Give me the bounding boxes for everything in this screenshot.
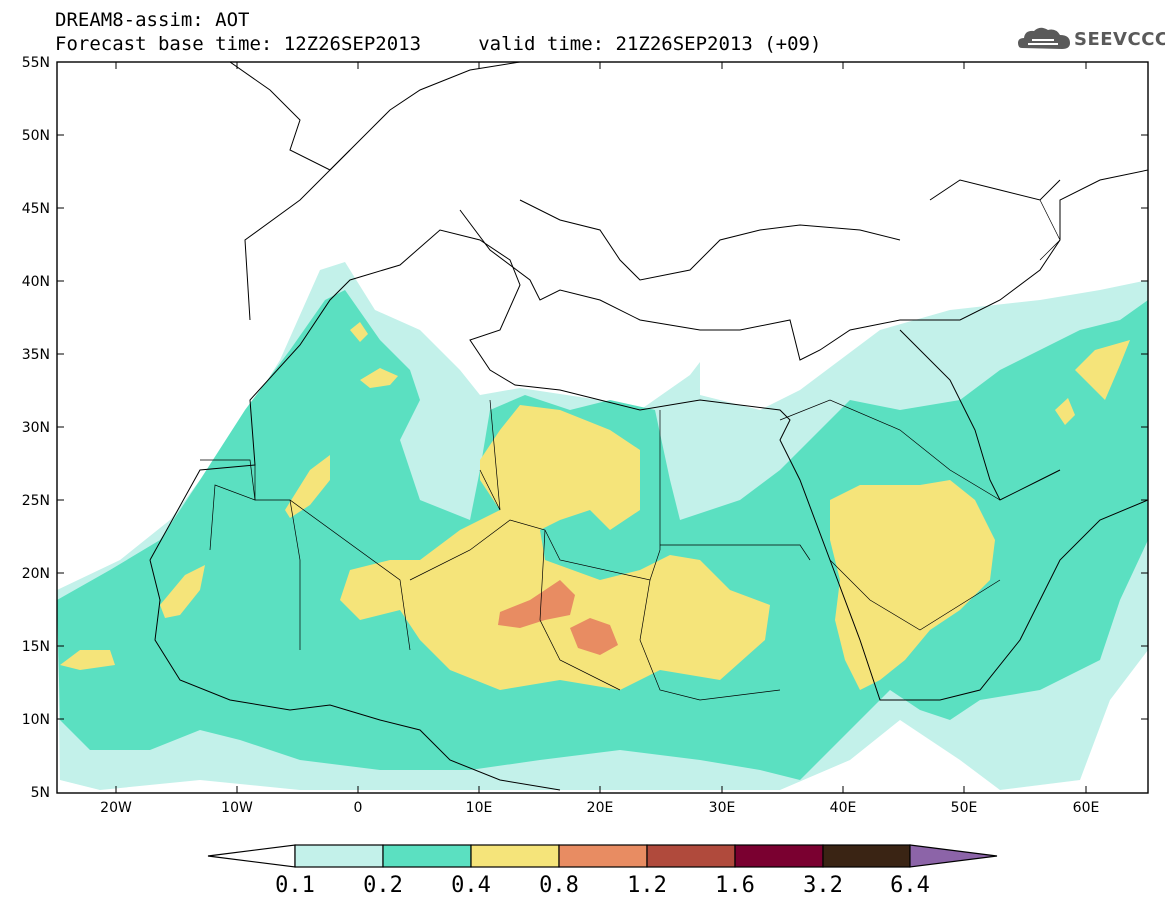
lon-label-0: 0 xyxy=(354,800,363,816)
political-borders xyxy=(200,199,1061,701)
colorbar-swatch-6 xyxy=(734,844,824,868)
lon-label-20e: 20E xyxy=(587,800,614,816)
colorbar-label-1: 0.2 xyxy=(363,873,403,898)
aot-band-03c xyxy=(60,650,115,670)
aot-band-03h xyxy=(1055,398,1075,425)
map-title: DREAM8-assim: AOT xyxy=(55,9,250,31)
seevccc-logo: SEEVCCC xyxy=(1016,22,1165,58)
aot-band-03g xyxy=(350,322,368,342)
lon-label-10e: 10E xyxy=(466,800,493,816)
colorbar-label-7: 6.4 xyxy=(890,873,930,898)
lon-label-50e: 50E xyxy=(951,800,978,816)
lat-label-5n: 5N xyxy=(31,785,50,801)
colorbar-swatch-1 xyxy=(294,844,384,868)
logo-text: SEEVCCC xyxy=(1074,29,1165,50)
lat-label-35n: 35N xyxy=(22,347,50,363)
colorbar-swatch-0 xyxy=(207,844,296,868)
lat-label-10n: 10N xyxy=(22,712,50,728)
coastlines xyxy=(149,62,1148,791)
colorbar-swatch-4 xyxy=(558,844,648,868)
colorbar-swatch-8 xyxy=(909,844,998,868)
aot-band-03 xyxy=(340,405,770,690)
aot-band-03d xyxy=(160,565,205,618)
forecast-time-info: Forecast base time: 12Z26SEP2013 valid t… xyxy=(55,33,822,55)
colorbar-label-3: 0.8 xyxy=(539,873,579,898)
aot-band-03b xyxy=(830,480,995,690)
lat-ticks xyxy=(57,61,1148,720)
lat-label-50n: 50N xyxy=(22,128,50,144)
lon-ticks xyxy=(115,62,1087,793)
aot-band-04 xyxy=(498,580,575,628)
aot-field xyxy=(57,262,1148,790)
lat-label-55n: 55N xyxy=(22,55,50,71)
lon-label-40e: 40E xyxy=(830,800,857,816)
lat-label-40n: 40N xyxy=(22,274,50,290)
colorbar-label-4: 1.2 xyxy=(627,873,667,898)
colorbar-label-6: 3.2 xyxy=(803,873,843,898)
lat-label-45n: 45N xyxy=(22,201,50,217)
cloud-logo-icon xyxy=(1018,27,1070,49)
colorbar-swatch-5 xyxy=(646,844,736,868)
aot-band-03i xyxy=(1075,340,1130,400)
lat-label-20n: 20N xyxy=(22,566,50,582)
lat-label-25n: 25N xyxy=(22,493,50,509)
lon-label-10w: 10W xyxy=(221,800,253,816)
lon-label-30e: 30E xyxy=(709,800,736,816)
colorbar-label-0: 0.1 xyxy=(275,873,315,898)
lat-label-30n: 30N xyxy=(22,420,50,436)
colorbar-label-5: 1.6 xyxy=(715,873,755,898)
lon-label-20w: 20W xyxy=(100,800,132,816)
colorbar xyxy=(207,844,998,868)
colorbar-swatch-2 xyxy=(382,844,472,868)
aot-band-03e xyxy=(285,455,330,518)
aot-band-03f xyxy=(360,368,398,388)
colorbar-label-2: 0.4 xyxy=(451,873,491,898)
colorbar-swatch-7 xyxy=(822,844,911,868)
lon-label-60e: 60E xyxy=(1073,800,1100,816)
colorbar-swatch-3 xyxy=(470,844,560,868)
lat-label-15n: 15N xyxy=(22,639,50,655)
aot-band-04b xyxy=(570,618,618,655)
